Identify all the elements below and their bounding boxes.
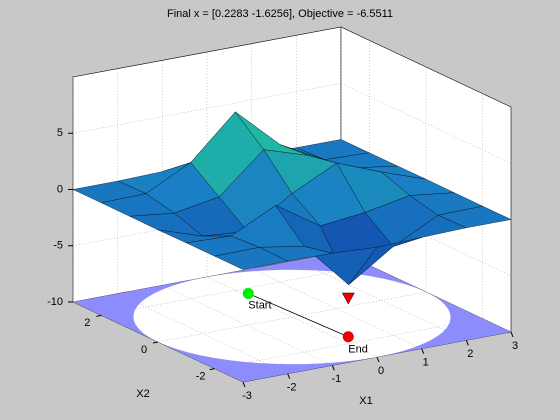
x-tick <box>376 356 380 363</box>
x-tick <box>242 381 246 388</box>
z-tick-label: 0 <box>57 183 63 195</box>
x-tick <box>465 340 469 346</box>
z-tick-label: -10 <box>47 296 63 308</box>
start-point <box>242 288 254 299</box>
x-axis-label: X1 <box>359 395 372 407</box>
x-tick <box>331 365 335 371</box>
chart-title: Final x = [0.2283 -1.6256], Objective = … <box>167 8 393 20</box>
end-label: End <box>348 344 368 356</box>
x-tick <box>421 348 425 354</box>
x-tick-label: -2 <box>287 382 297 394</box>
x-tick <box>287 373 291 379</box>
grid-line <box>214 93 483 369</box>
y-tick <box>96 314 102 317</box>
y-tick-label: -2 <box>196 371 206 383</box>
x-tick-label: 0 <box>378 365 384 377</box>
end-point <box>342 331 354 343</box>
x-tick-label: 1 <box>423 357 429 369</box>
x-tick <box>510 331 514 338</box>
y-tick <box>209 368 215 371</box>
path-line <box>248 293 349 338</box>
y-tick-label: 2 <box>84 317 90 329</box>
grid-line <box>72 83 512 164</box>
y-tick-label: 0 <box>141 344 147 356</box>
y-axis-label: X2 <box>136 388 149 400</box>
x-tick-label: 2 <box>467 348 473 360</box>
start-label: Start <box>248 299 271 311</box>
grid-line <box>72 251 512 333</box>
y-tick <box>152 341 159 344</box>
x-tick-label: 3 <box>512 340 518 352</box>
z-tick-label: -5 <box>53 240 63 252</box>
surface-patch <box>213 247 289 270</box>
grid-line <box>157 67 427 343</box>
grid-line <box>101 40 370 316</box>
x-tick-label: -1 <box>331 373 341 385</box>
x-tick-label: -3 <box>242 390 252 402</box>
z-tick-label: 5 <box>57 127 63 139</box>
end-surface-marker <box>341 292 355 305</box>
